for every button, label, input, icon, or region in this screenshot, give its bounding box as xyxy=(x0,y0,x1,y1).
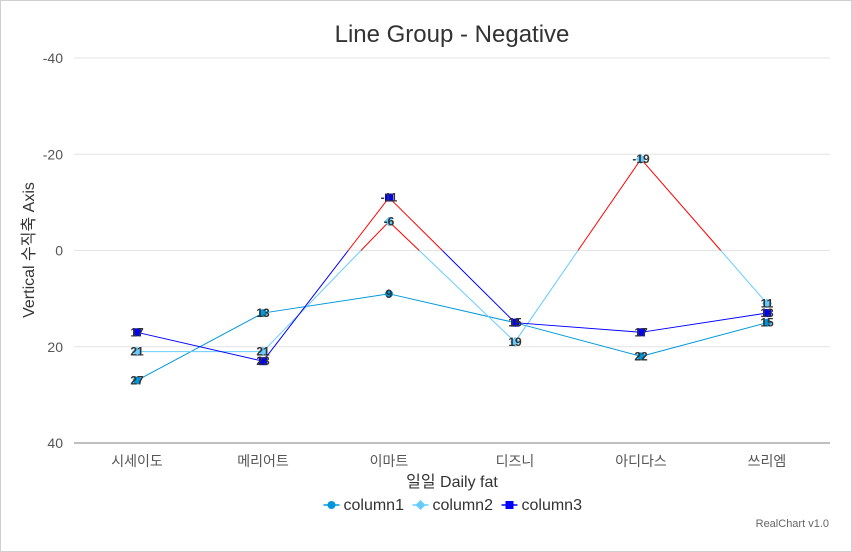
data-label: 13 xyxy=(760,306,774,320)
legend-label: column1 xyxy=(344,497,405,514)
data-label: 15 xyxy=(508,316,522,330)
data-point-marker xyxy=(415,500,426,510)
series-line-segment xyxy=(262,250,362,352)
series-line-segment xyxy=(360,221,390,251)
series-line-segment xyxy=(514,250,579,343)
data-label: -19 xyxy=(632,152,650,166)
legend-label: column2 xyxy=(433,497,494,514)
data-point-marker xyxy=(385,193,393,202)
series-line-segment xyxy=(514,322,642,357)
data-point-marker xyxy=(385,289,393,298)
data-point-marker xyxy=(636,154,646,165)
data-point-marker xyxy=(510,336,520,347)
x-axis-ticks: 시세이도 메리어트 이마트 디즈니 아디다스 쓰리엠 xyxy=(111,453,786,469)
legend-item-column3[interactable]: column3 xyxy=(501,497,583,514)
series-line-segment xyxy=(577,158,642,251)
data-point-marker xyxy=(763,318,771,327)
credit-label: RealChart v1.0 xyxy=(756,518,829,530)
series-line-segment xyxy=(388,197,443,251)
series-line-segment xyxy=(640,322,768,357)
x-tick-label: 디즈니 xyxy=(496,453,535,469)
data-label: 21 xyxy=(256,345,270,359)
legend-label: column3 xyxy=(522,497,583,514)
x-tick-label: 시세이도 xyxy=(111,453,163,469)
data-label: 15 xyxy=(760,316,774,330)
series-column2 xyxy=(132,154,772,357)
y-tick-label: -20 xyxy=(43,146,63,162)
data-point-marker xyxy=(327,501,336,509)
data-label: 9 xyxy=(386,287,393,301)
data-label: 15 xyxy=(508,316,522,330)
chart-title: Line Group - Negative xyxy=(335,21,570,48)
data-point-marker xyxy=(511,318,519,327)
series-line-segment xyxy=(262,250,349,362)
data-point-marker xyxy=(505,501,514,509)
series-line-segment xyxy=(640,158,722,251)
data-point-marker xyxy=(259,309,267,318)
grid-lines xyxy=(74,57,830,444)
series-line-segment xyxy=(514,322,642,333)
series-line-segment xyxy=(441,250,516,324)
legend-item-column2[interactable]: column2 xyxy=(412,497,494,514)
data-point-marker xyxy=(762,298,772,309)
data-label: 22 xyxy=(634,349,648,363)
x-tick-label: 쓰리엠 xyxy=(748,453,787,469)
legend[interactable]: column1 column2 column3 xyxy=(323,497,583,514)
data-label: 21 xyxy=(130,345,144,359)
series-line-segment xyxy=(136,331,264,362)
data-point-marker xyxy=(763,309,771,318)
data-label: 19 xyxy=(508,335,522,349)
series-group xyxy=(132,154,772,385)
data-label: 11 xyxy=(761,296,774,310)
x-tick-label: 이마트 xyxy=(370,453,409,469)
data-point-marker xyxy=(384,216,394,227)
data-label: -11 xyxy=(381,191,398,205)
series-line-segment xyxy=(347,197,390,251)
series-line-segment xyxy=(388,221,420,251)
data-point-marker xyxy=(637,328,645,337)
data-point-marker xyxy=(133,328,141,337)
series-line-segment xyxy=(388,293,516,324)
y-axis-ticks: -40 -20 0 20 40 xyxy=(43,50,63,451)
series-line-segment xyxy=(262,293,390,314)
series-column1 xyxy=(133,289,771,385)
data-point-marker xyxy=(637,352,645,361)
x-tick-label: 아디다스 xyxy=(615,453,667,469)
data-point-marker xyxy=(133,376,141,385)
data-label: 13 xyxy=(256,306,270,320)
x-tick-label: 메리어트 xyxy=(237,453,289,469)
legend-item-column1[interactable]: column1 xyxy=(323,497,405,514)
data-label: 23 xyxy=(256,354,270,368)
y-axis-title: Vertical 수직축 Axis xyxy=(20,182,38,318)
data-point-marker xyxy=(258,346,268,357)
data-label: 17 xyxy=(130,325,144,339)
series-column3 xyxy=(133,193,771,366)
y-tick-label: 40 xyxy=(47,435,63,451)
series-line-segment xyxy=(418,250,516,343)
series-line-segment xyxy=(640,312,768,333)
x-axis-title: 일일 Daily fat xyxy=(406,473,498,491)
y-tick-label: 0 xyxy=(55,243,63,259)
data-point-marker xyxy=(132,346,142,357)
series-line-segment xyxy=(720,250,768,304)
y-tick-label: 20 xyxy=(47,339,63,355)
data-label: 27 xyxy=(130,373,144,387)
data-label: -6 xyxy=(384,215,395,229)
data-point-marker xyxy=(259,357,267,366)
data-label: 17 xyxy=(634,325,648,339)
y-tick-label: -40 xyxy=(43,50,63,66)
